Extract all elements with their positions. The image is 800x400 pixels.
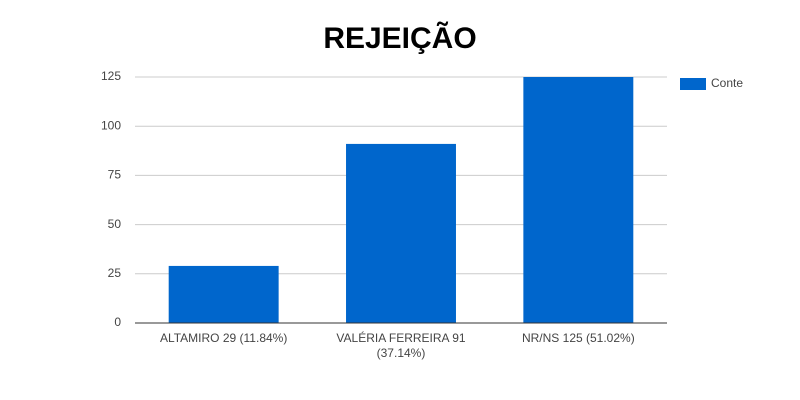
- chart-title: REJEIÇÃO: [323, 21, 476, 55]
- y-tick-label: 0: [114, 315, 121, 329]
- legend-swatch: [680, 78, 706, 90]
- bar: [523, 77, 634, 323]
- y-tick-label: 125: [101, 69, 121, 83]
- y-tick-label: 25: [108, 266, 122, 280]
- y-tick-label: 75: [108, 168, 122, 182]
- x-tick-label: NR/NS 125 (51.02%): [521, 331, 635, 345]
- y-tick-label: 50: [108, 217, 122, 231]
- legend-label: Conte: [711, 76, 743, 90]
- y-tick-label: 100: [101, 118, 121, 132]
- bar: [346, 143, 456, 323]
- x-tick-label: VALÉRIA FERREIRA 91 (37.14%): [336, 331, 466, 360]
- x-tick-label: ALTAMIRO 29 (11.84%): [159, 331, 288, 345]
- bar: [168, 265, 279, 323]
